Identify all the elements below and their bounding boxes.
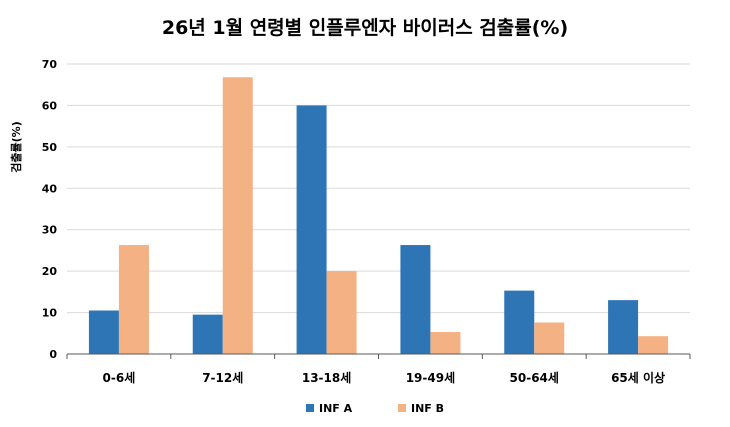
bar-inf-b-0 xyxy=(118,245,149,354)
bar-inf-b-4 xyxy=(534,322,565,354)
y-tick-labels: 0 10 20 30 40 50 60 70 xyxy=(42,58,58,361)
category-label: 0-6세 xyxy=(103,370,136,385)
bar-inf-a-1 xyxy=(192,314,223,354)
legend-swatch xyxy=(306,404,314,412)
legend-label: INF A xyxy=(319,402,353,415)
bar-inf-a-4 xyxy=(504,290,535,354)
y-tick-label: 30 xyxy=(42,224,58,237)
y-axis-title: 검출률(%) xyxy=(9,121,23,172)
bar-inf-b-2 xyxy=(326,271,357,354)
x-axis xyxy=(66,353,691,359)
bar-inf-a-0 xyxy=(88,310,119,354)
y-tick-label: 10 xyxy=(42,307,58,320)
y-tick-label: 40 xyxy=(42,182,58,195)
y-tick-label: 50 xyxy=(42,141,58,154)
bar-inf-b-1 xyxy=(222,77,253,354)
bar-inf-a-2 xyxy=(296,105,327,354)
y-tick-label: 20 xyxy=(42,265,58,278)
category-label: 50-64세 xyxy=(510,370,559,385)
category-label: 13-18세 xyxy=(302,370,351,385)
bar-inf-b-3 xyxy=(430,332,461,354)
y-tick-label: 70 xyxy=(42,58,58,71)
bar-inf-a-5 xyxy=(608,300,639,354)
gridlines xyxy=(67,63,690,314)
bars xyxy=(88,77,669,354)
bar-inf-a-3 xyxy=(400,245,431,354)
category-label: 19-49세 xyxy=(406,370,455,385)
category-label: 65세 이상 xyxy=(611,370,665,385)
legend: INF A INF B xyxy=(306,402,444,415)
legend-swatch xyxy=(398,404,406,412)
legend-label: INF B xyxy=(411,402,444,415)
category-label: 7-12세 xyxy=(202,370,243,385)
bar-inf-b-5 xyxy=(638,336,669,354)
y-tick-label: 0 xyxy=(49,348,57,361)
category-labels: 0-6세 7-12세 13-18세 19-49세 50-64세 65세 이상 xyxy=(103,370,666,385)
chart-title: 26년 1월 연령별 인플루엔자 바이러스 검출률(%) xyxy=(162,17,568,39)
y-tick-label: 60 xyxy=(42,99,58,112)
